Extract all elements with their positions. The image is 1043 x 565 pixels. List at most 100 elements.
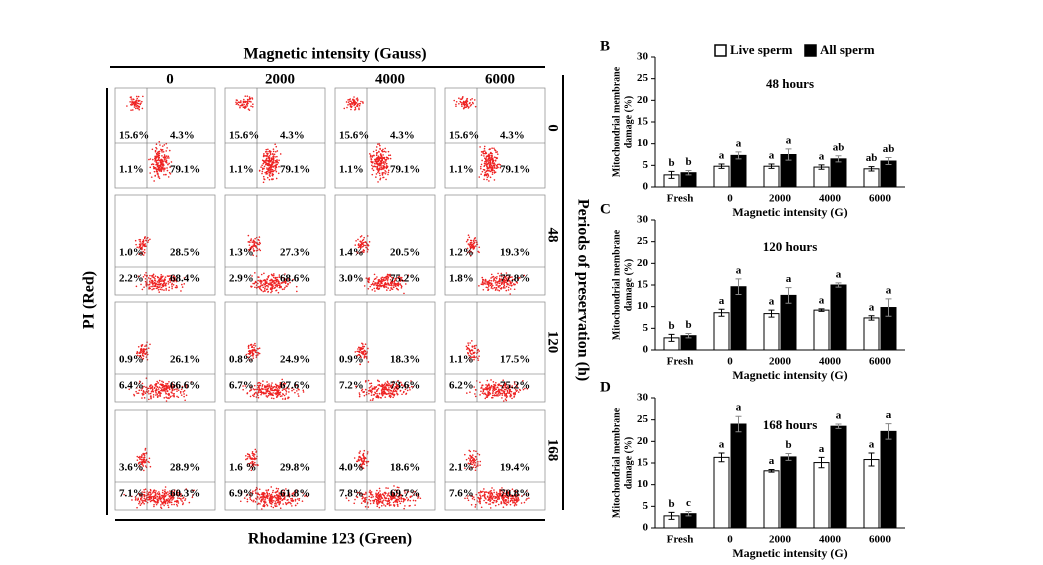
scatter-dot xyxy=(461,102,463,104)
scatter-dot xyxy=(259,249,262,252)
scatter-dot xyxy=(522,380,524,382)
scatter-dot xyxy=(159,286,161,288)
scatter-dot xyxy=(494,276,497,279)
scatter-dot xyxy=(172,275,175,278)
scatter-dot xyxy=(275,487,278,490)
scatter-dot xyxy=(403,499,405,502)
scatter-dot xyxy=(359,246,361,248)
scatter-dot xyxy=(169,277,172,280)
scatter-dot xyxy=(162,280,164,282)
scatter-dot xyxy=(250,465,252,468)
scatter-dot xyxy=(149,392,152,395)
scatter-plot-frame xyxy=(334,301,436,403)
scatter-dot xyxy=(238,101,240,103)
scatter-dot xyxy=(152,273,155,276)
scatter-dot xyxy=(480,167,482,170)
scatter-dot xyxy=(358,392,361,394)
scatter-dot xyxy=(470,250,472,253)
scatter-dot xyxy=(132,109,134,111)
scatter-dot xyxy=(483,162,486,165)
error-bar xyxy=(668,333,675,342)
scatter-dot xyxy=(491,157,494,159)
scatter-dot xyxy=(369,154,372,157)
error-bar xyxy=(685,333,692,339)
scatter-dot xyxy=(499,492,501,495)
scatter-dot xyxy=(277,280,280,282)
scatter-dot xyxy=(262,380,264,382)
significance-letter: b xyxy=(668,498,674,510)
scatter-dot xyxy=(381,173,384,176)
scatter-dot xyxy=(465,458,468,461)
scatter-dot xyxy=(480,154,483,156)
scatter-dot xyxy=(504,276,507,279)
scatter-dot xyxy=(409,504,411,507)
scatter-dot xyxy=(465,106,467,108)
y-tick-label: 0 xyxy=(643,181,649,193)
scatter-dot xyxy=(505,279,508,281)
scatter-dot xyxy=(378,487,381,490)
quadrant-percent: 18.6% xyxy=(390,462,420,474)
error-bar xyxy=(685,170,692,176)
scatter-dot xyxy=(382,493,384,495)
scatter-dot xyxy=(285,389,287,392)
scatter-dot xyxy=(153,285,156,288)
scatter-dot xyxy=(293,491,296,494)
scatter-dot xyxy=(185,384,188,386)
scatter-dot xyxy=(472,102,474,105)
scatter-dot xyxy=(278,276,281,279)
scatter-dot xyxy=(503,274,506,277)
scatter-dot xyxy=(180,499,182,501)
scatter-dot xyxy=(368,279,371,281)
scatter-dot xyxy=(170,278,173,281)
scatter-dot xyxy=(382,394,384,396)
scatter-dot xyxy=(471,497,474,500)
scatter-dot xyxy=(351,105,353,108)
scatter-dot xyxy=(389,389,391,391)
scatter-dot xyxy=(184,498,187,500)
scatter-dot xyxy=(138,253,140,255)
scatter-dot xyxy=(280,286,282,289)
scatter-dot xyxy=(380,392,383,395)
scatter-dot xyxy=(161,502,164,505)
scatter-dot xyxy=(391,494,394,497)
scatter-dot xyxy=(491,386,493,388)
scatter-dot xyxy=(359,241,362,243)
scatter-dot xyxy=(499,392,502,394)
scatter-dot xyxy=(191,489,194,492)
quadrant-percent: 18.3% xyxy=(390,354,420,366)
scatter-dot xyxy=(245,458,247,461)
scatter-dot xyxy=(466,346,469,349)
y-axis-label: Mitochondrial membrane xyxy=(611,229,622,340)
scatter-dot xyxy=(163,282,166,284)
scatter-dot xyxy=(369,285,372,288)
scatter-dot xyxy=(481,281,484,284)
scatter-dot xyxy=(376,158,379,161)
scatter-dot xyxy=(160,500,162,503)
scatter-dot xyxy=(504,502,507,505)
scatter-dot xyxy=(246,105,249,107)
quadrant-percent: 1.0% xyxy=(119,247,144,259)
scatter-dot xyxy=(363,493,366,496)
scatter-dot xyxy=(287,278,290,280)
scatter-dot xyxy=(154,385,157,387)
scatter-dot xyxy=(249,498,252,501)
chart-title: 48 hours xyxy=(766,76,814,91)
scatter-dot xyxy=(143,491,145,494)
scatter-dot xyxy=(141,397,143,399)
scatter-dot xyxy=(151,390,154,392)
scatter-dot xyxy=(526,387,529,390)
scatter-dot xyxy=(140,252,142,255)
scatter-dot xyxy=(506,494,509,497)
scatter-dot xyxy=(394,497,396,500)
significance-letter: a xyxy=(836,410,842,422)
scatter-dot xyxy=(378,287,381,290)
scatter-dot xyxy=(491,487,493,489)
scatter-dot xyxy=(472,461,474,464)
scatter-dot xyxy=(259,382,262,385)
scatter-dot xyxy=(268,155,271,157)
scatter-dot xyxy=(491,494,493,497)
y-axis-label: Mitochondrial membrane xyxy=(611,66,622,177)
scatter-dot xyxy=(384,279,387,281)
scatter-dot xyxy=(378,506,381,509)
scatter-dot xyxy=(371,156,373,158)
